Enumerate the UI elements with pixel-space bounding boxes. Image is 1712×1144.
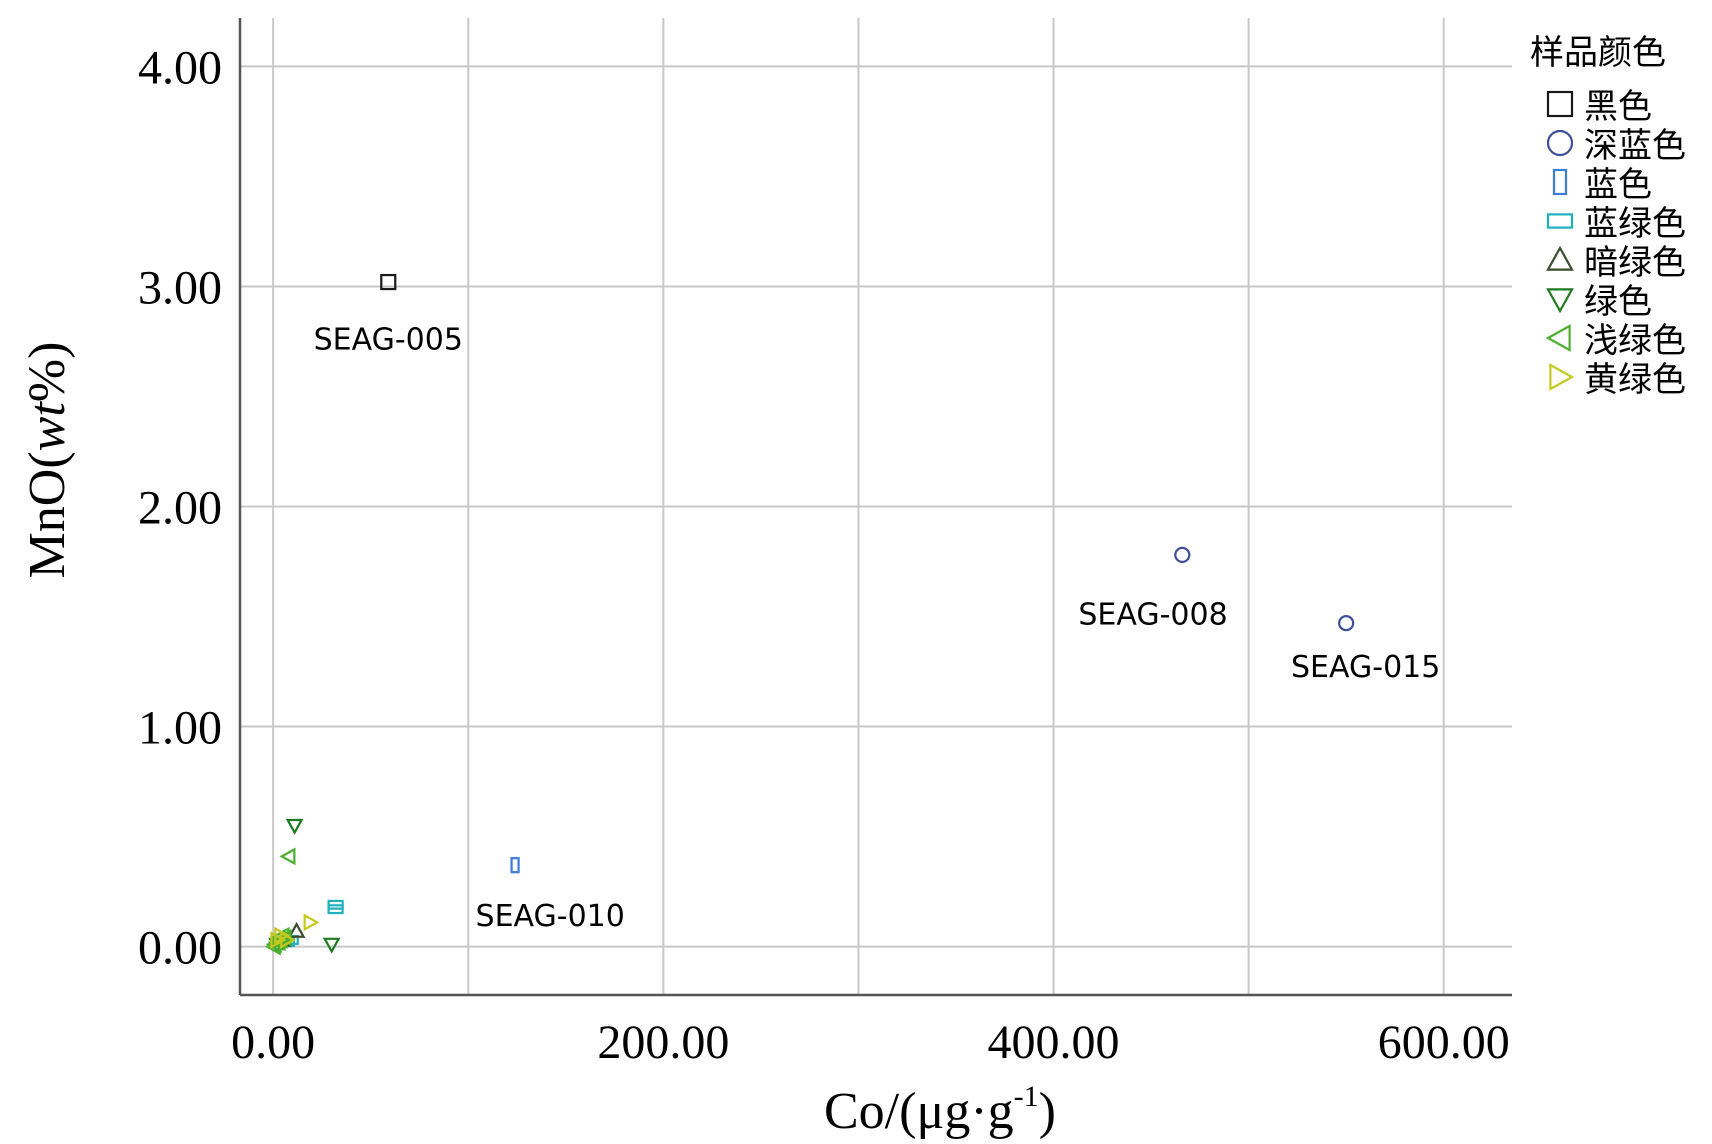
x-axis-title: Co/(μg·g-1)	[824, 1080, 1056, 1140]
data-point-circle	[1174, 546, 1191, 564]
legend-label: 绿色	[1584, 282, 1652, 322]
x-tick-label: 0.00	[231, 1016, 315, 1069]
data-point-square	[380, 273, 397, 291]
point-label: SEAG-005	[314, 322, 463, 357]
point-annotations: SEAG-005 SEAG-008 SEAG-015 SEAG-010	[314, 322, 1441, 934]
data-point-rect-tall	[510, 857, 520, 874]
legend-label: 黑色	[1584, 87, 1652, 127]
point-label: SEAG-015	[1291, 650, 1440, 685]
y-tick-label: 1.00	[138, 702, 222, 755]
legend-label: 暗绿色	[1584, 243, 1686, 283]
legend-marker-triangle-down	[1546, 288, 1574, 314]
x-tick-labels: 0.00 200.00 400.00 600.00	[231, 1016, 1510, 1069]
data-point-rect-wide	[327, 904, 344, 915]
data-point-triangle-right	[303, 913, 320, 932]
x-tick-label: 200.00	[597, 1016, 729, 1069]
legend-label: 黄绿色	[1584, 360, 1686, 400]
data-point-triangle-right	[270, 931, 287, 949]
data-point-circle	[1338, 615, 1355, 632]
y-tick-label: 0.00	[138, 922, 222, 975]
axes	[238, 18, 1512, 997]
legend-label: 浅绿色	[1584, 321, 1686, 361]
y-axis-title: MnO(wt%)	[19, 342, 76, 579]
legend-marker-triangle-right	[1549, 363, 1575, 391]
point-label: SEAG-008	[1078, 597, 1227, 632]
data-point-triangle-down	[322, 937, 341, 954]
legend-marker-rect-tall	[1552, 168, 1568, 196]
legend-label: 蓝绿色	[1584, 204, 1686, 244]
point-label: SEAG-010	[476, 899, 625, 934]
grid-lines	[240, 18, 1512, 995]
legend-label: 深蓝色	[1584, 126, 1686, 166]
x-tick-label: 600.00	[1378, 1016, 1510, 1069]
data-point-triangle-right	[280, 931, 297, 949]
data-point-triangle-left	[264, 937, 281, 956]
data-point-triangle-left	[279, 847, 296, 866]
legend-marker-circle	[1546, 129, 1574, 157]
x-tick-label: 400.00	[988, 1016, 1120, 1069]
data-points	[264, 273, 1355, 956]
y-tick-labels: 0.00 1.00 2.00 3.00 4.00	[138, 41, 222, 974]
y-tick-label: 3.00	[138, 261, 222, 314]
legend-marker-triangle-up	[1546, 245, 1574, 271]
data-point-triangle-down	[285, 818, 304, 835]
legend-label: 蓝色	[1584, 165, 1652, 205]
data-point-triangle-up	[287, 921, 306, 938]
legend-marker-triangle-left	[1545, 324, 1571, 352]
legend-title: 样品颜色	[1530, 33, 1666, 73]
y-tick-label: 2.00	[138, 482, 222, 535]
legend-marker-square	[1546, 90, 1574, 118]
y-tick-label: 4.00	[138, 41, 222, 94]
legend-marker-rect-wide	[1546, 213, 1574, 229]
